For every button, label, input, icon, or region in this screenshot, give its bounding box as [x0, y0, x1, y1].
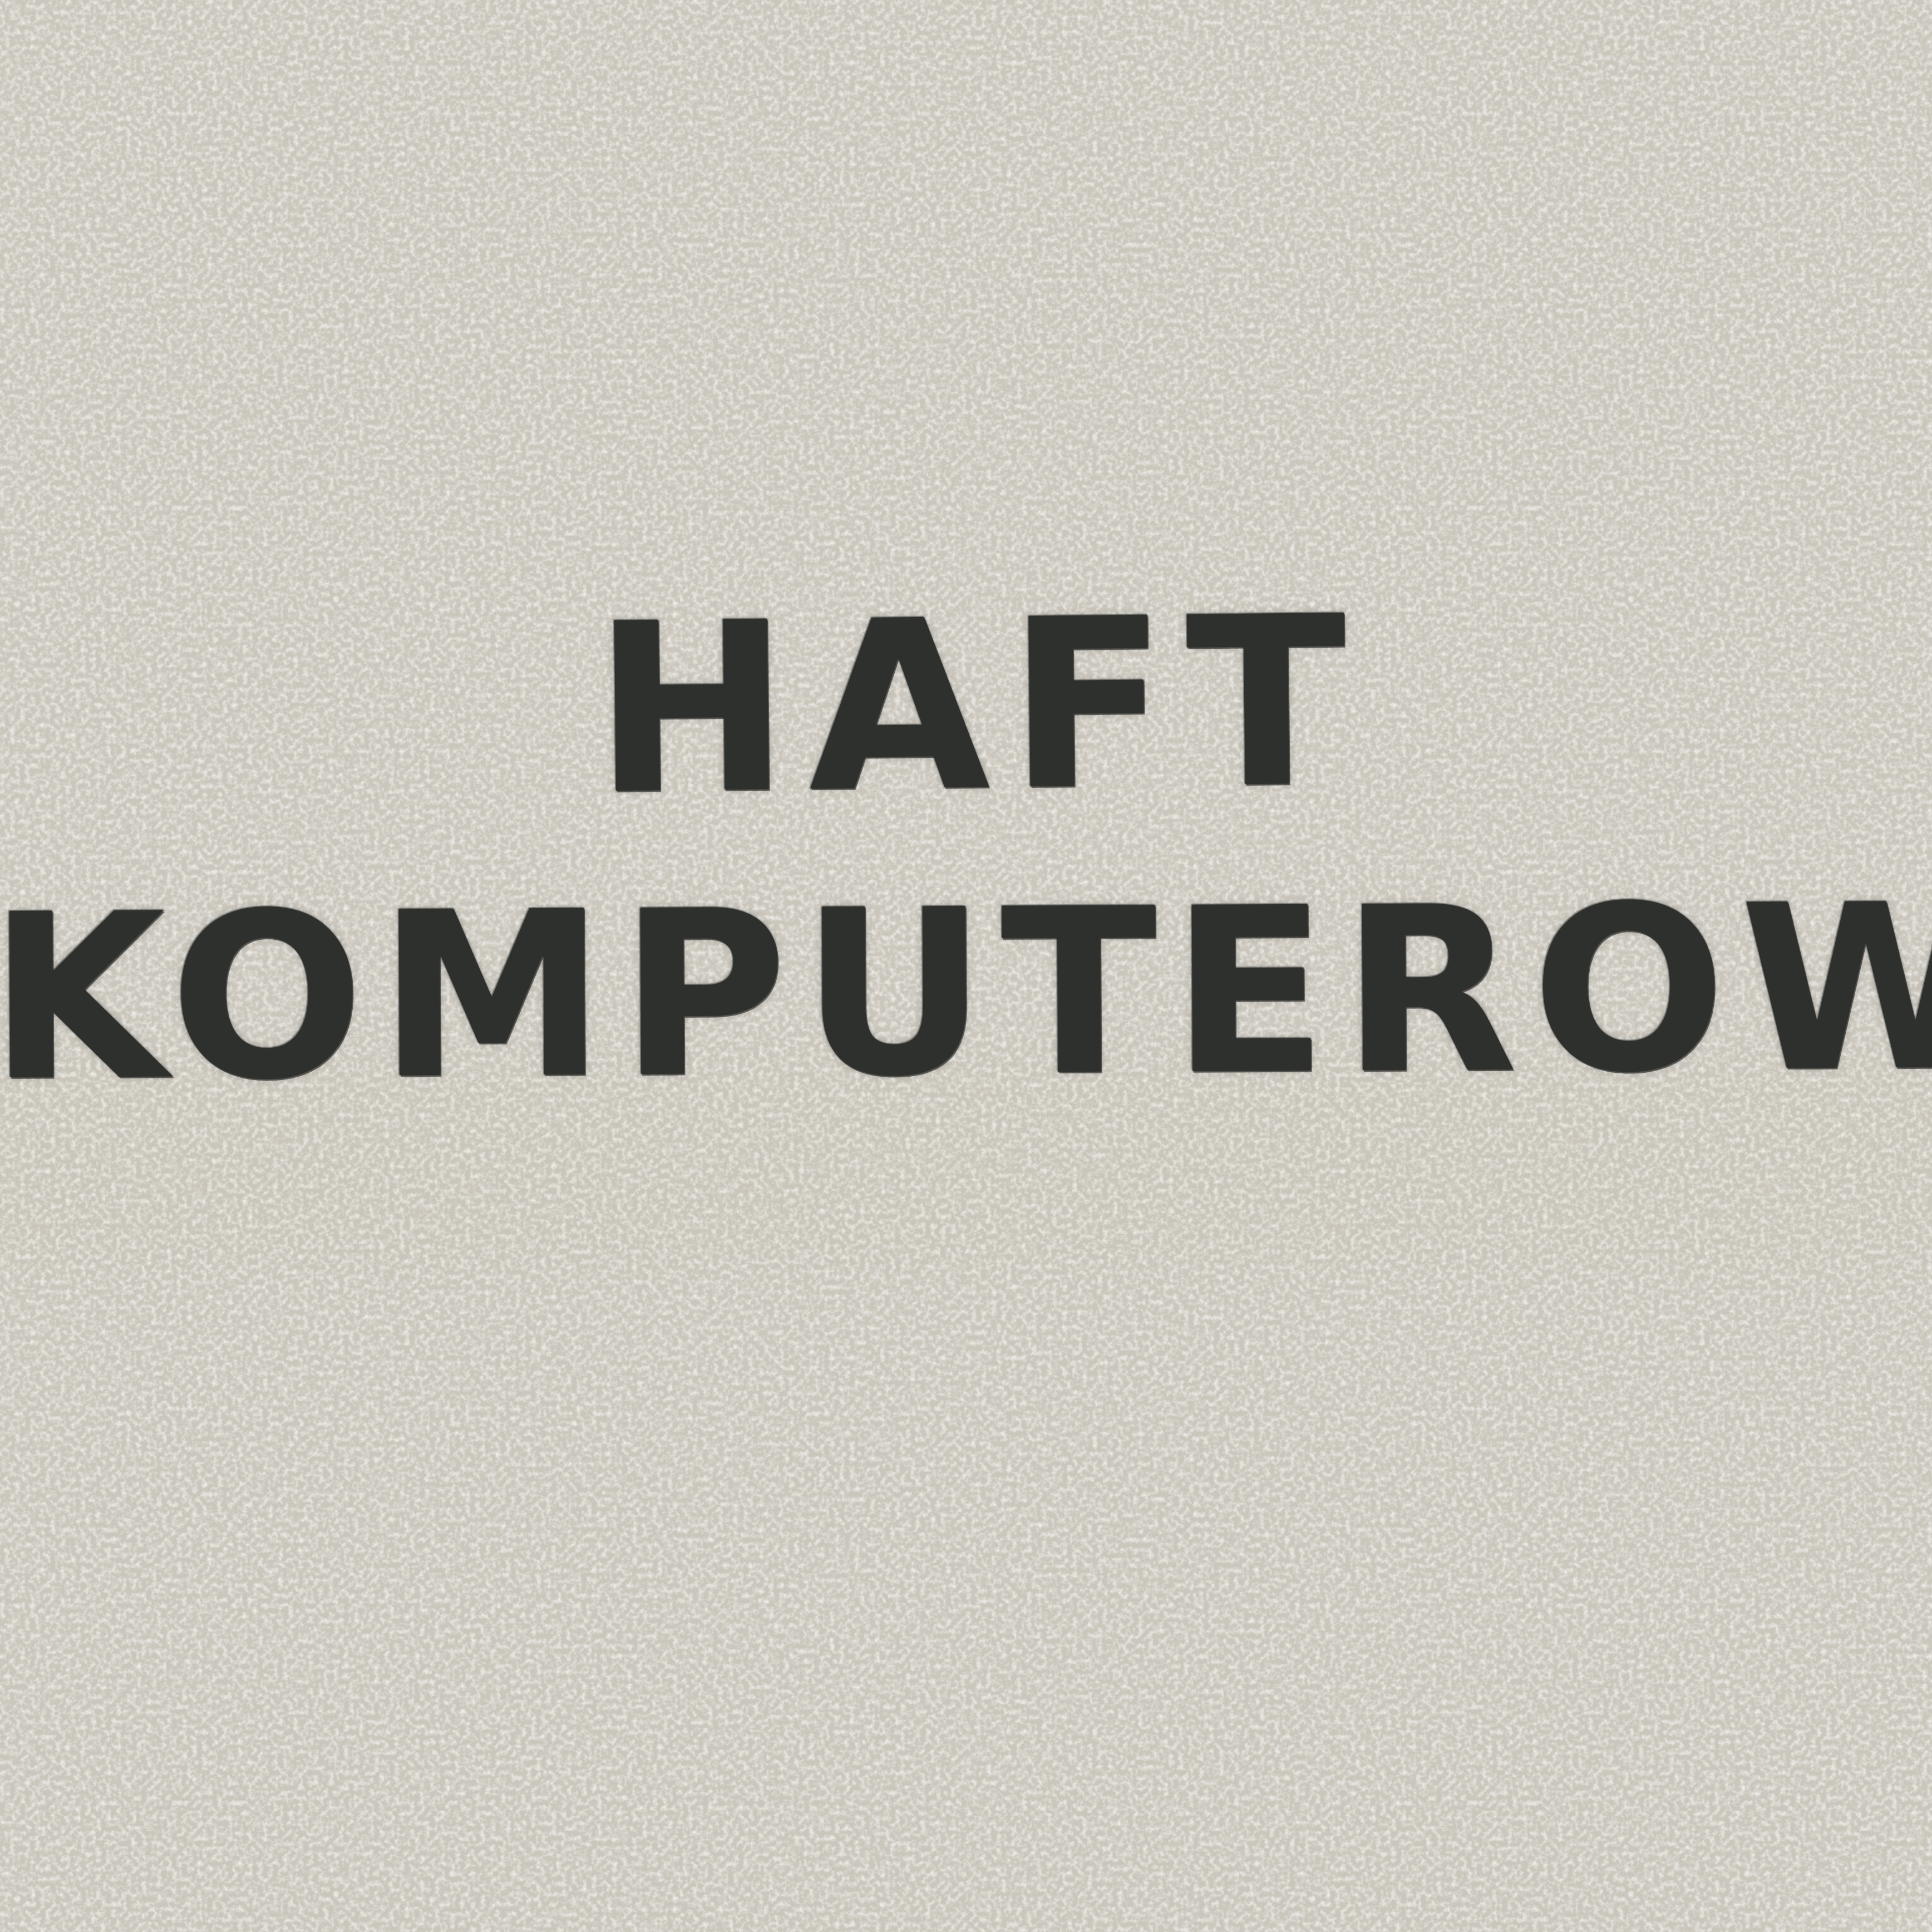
embroidered-text-line-1: HAFT [592, 566, 1367, 847]
embroidered-text-line-2: KOMPUTEROWY [0, 854, 1932, 1132]
